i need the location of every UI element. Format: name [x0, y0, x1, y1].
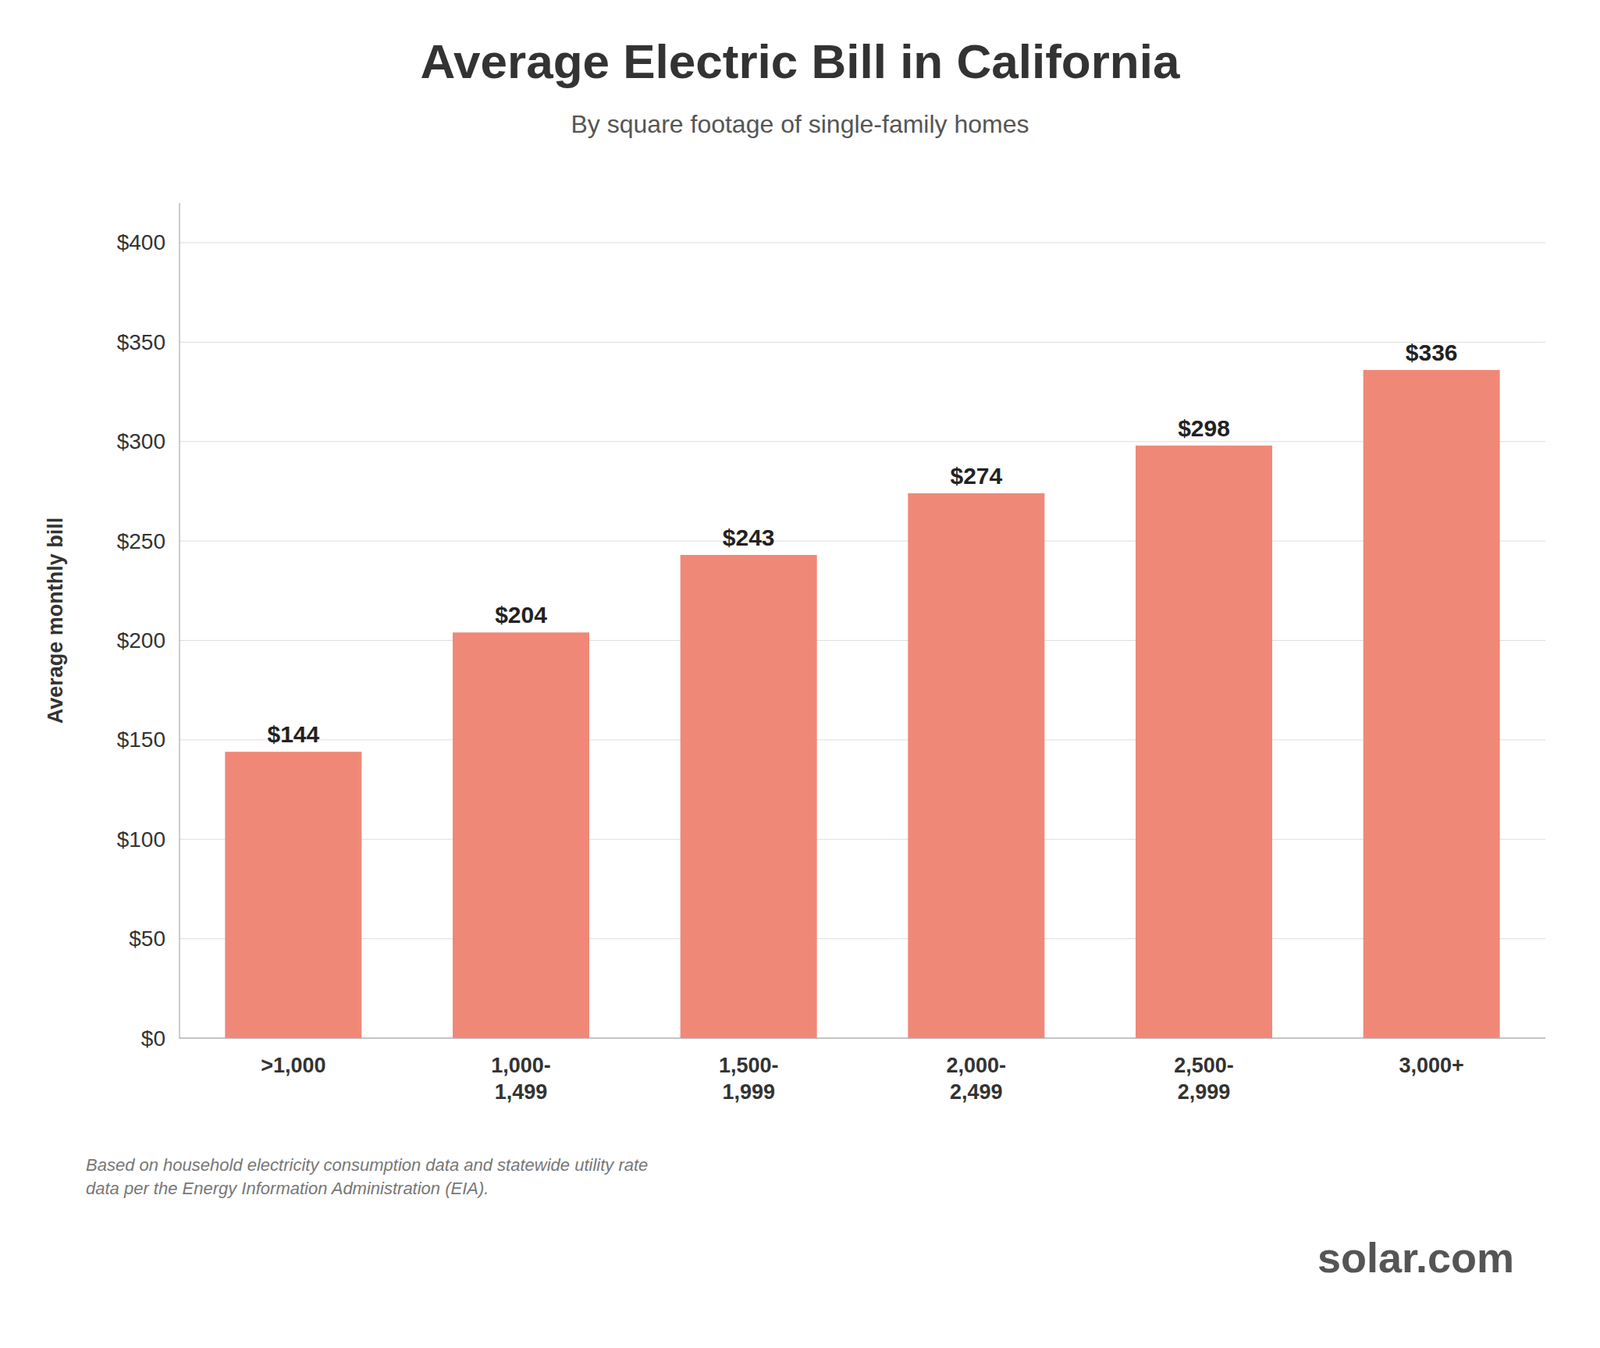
x-tick-label: 1,500-1,999 [718, 1053, 779, 1104]
text-line: 2,499 [949, 1080, 1003, 1104]
y-tick-label: $250 [117, 529, 166, 554]
data-label: $144 [266, 721, 320, 747]
grid-line [179, 440, 1546, 442]
text-line: solar.com [1317, 1233, 1515, 1281]
text-line: 1,000- [490, 1053, 552, 1078]
grid-line [179, 1038, 1546, 1039]
y-axis-label: Average monthly bill [43, 517, 68, 725]
y-tick-label: $400 [117, 230, 166, 255]
data-label: $274 [949, 462, 1003, 489]
text-line: 2,500- [1173, 1053, 1234, 1078]
y-tick-label: $350 [117, 330, 166, 355]
y-tick-label: $150 [117, 727, 166, 752]
x-tick-label: 3,000+ [1398, 1053, 1464, 1078]
x-tick-label: >1,000 [260, 1053, 326, 1078]
text-line: 1,499 [494, 1080, 548, 1104]
data-label: $204 [494, 601, 548, 628]
data-label: $298 [1177, 415, 1231, 441]
grid-line [179, 839, 1546, 840]
chart: Average Electric Bill in California By sq… [0, 0, 1600, 1348]
grid-line [179, 938, 1546, 939]
bar [452, 632, 590, 1039]
grid-line [179, 640, 1546, 641]
x-tick-label: 1,000-1,499 [490, 1053, 552, 1104]
y-axis-line [179, 202, 181, 1039]
text-line: 1,500- [718, 1053, 779, 1078]
y-tick-label: $200 [117, 628, 166, 653]
subtitle: By square footage of single-family homes [571, 110, 1030, 139]
y-tick-label: $300 [117, 429, 166, 454]
y-tick-label: $0 [141, 1026, 166, 1051]
text-line: 2,000- [946, 1053, 1007, 1078]
text-line: data per the Energy Information Administ… [85, 1178, 489, 1199]
x-axis-line [179, 1038, 1546, 1039]
text-line: 2,999 [1177, 1080, 1231, 1104]
bars [224, 369, 1500, 1039]
data-label: $336 [1405, 339, 1458, 366]
data-labels: $144 $204 $243 $274 $298 $336 [266, 339, 1458, 747]
grid-line [179, 341, 1546, 343]
footer-note: Based on household electricity consumpti… [85, 1155, 648, 1199]
text-line: >1,000 [260, 1053, 326, 1078]
bar [1363, 369, 1501, 1039]
data-label: $243 [722, 524, 776, 551]
y-tick-label: $50 [128, 926, 166, 951]
grid-line [179, 241, 1546, 243]
grid [179, 242, 1546, 1039]
y-tick-label: $100 [117, 827, 166, 852]
bar [680, 554, 818, 1039]
y-tick-labels: $0 $50 $100 $150 $200 $250 $300 $350 $400 [117, 230, 166, 1050]
x-tick-label: 2,500-2,999 [1173, 1053, 1234, 1104]
x-tick-labels: >1,0001,000-1,4991,500-1,9992,000-2,4992… [260, 1053, 1465, 1104]
bar [224, 751, 362, 1039]
text-line: 3,000+ [1398, 1053, 1464, 1078]
grid-line [179, 540, 1546, 542]
branding: solar.com [1317, 1233, 1515, 1281]
x-tick-label: 2,000-2,499 [946, 1053, 1007, 1104]
grid-line [179, 739, 1546, 740]
bar [1135, 445, 1273, 1039]
title: Average Electric Bill in California [420, 34, 1181, 89]
text-line: 1,999 [721, 1080, 776, 1104]
bar [907, 493, 1045, 1039]
text-line: Based on household electricity consumpti… [85, 1155, 648, 1175]
